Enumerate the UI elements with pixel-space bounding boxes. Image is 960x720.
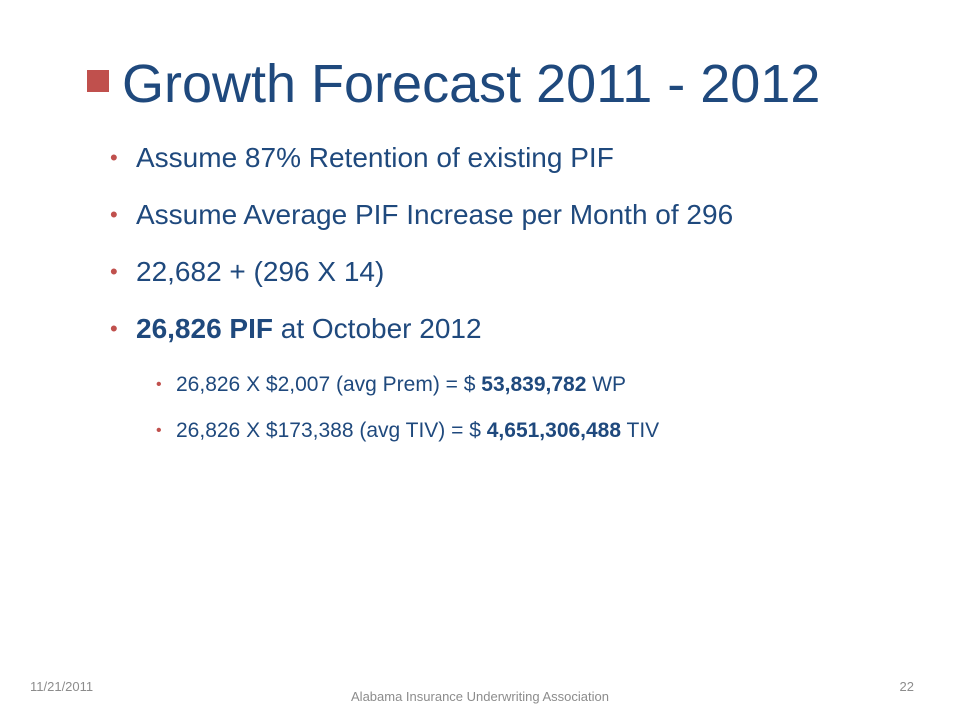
title-square-bullet-icon [87, 70, 109, 92]
sub-bullet-text: 26,826 X $173,388 (avg TIV) = $ [176, 419, 487, 442]
bullet-text: Assume Average PIF Increase per Month of… [136, 199, 734, 230]
sub-bullet-text: 26,826 X $2,007 (avg Prem) = $ [176, 373, 482, 396]
sub-bullet-suffix: TIV [621, 419, 660, 442]
sub-bullet-dot-icon: • [156, 422, 162, 439]
bullet-dot-icon: • [110, 316, 118, 341]
bullet-dot-icon: • [110, 259, 118, 284]
sub-bullet-item: • 26,826 X $2,007 (avg Prem) = $ 53,839,… [110, 364, 910, 410]
slide-title: Growth Forecast 2011 - 2012 [122, 54, 821, 114]
bullet-item: • 26,826 PIF at October 2012 [110, 307, 910, 364]
bullet-item: • Assume Average PIF Increase per Month … [110, 193, 910, 250]
sub-bullet-item: • 26,826 X $173,388 (avg TIV) = $ 4,651,… [110, 410, 910, 456]
bullet-text: Assume 87% Retention of existing PIF [136, 142, 614, 173]
footer-page-number: 22 [899, 679, 914, 694]
bullet-item: • Assume 87% Retention of existing PIF [110, 136, 910, 193]
bullet-dot-icon: • [110, 202, 118, 227]
bullet-bold-text: 26,826 PIF [136, 313, 273, 344]
bullet-list: • Assume 87% Retention of existing PIF •… [110, 136, 910, 456]
sub-bullet-bold-value: 4,651,306,488 [486, 419, 622, 442]
footer-date: 11/21/2011 [30, 679, 94, 694]
footer-organization: Alabama Insurance Underwriting Associati… [351, 689, 609, 705]
bullet-text: 22,682 + (296 X 14) [136, 256, 385, 287]
bullet-text: at October 2012 [272, 313, 482, 344]
sub-bullet-dot-icon: • [156, 376, 162, 393]
sub-bullet-bold-value: 53,839,782 [481, 373, 587, 396]
bullet-dot-icon: • [110, 145, 118, 170]
sub-bullet-suffix: WP [586, 373, 627, 396]
bullet-item: • 22,682 + (296 X 14) [110, 250, 910, 307]
